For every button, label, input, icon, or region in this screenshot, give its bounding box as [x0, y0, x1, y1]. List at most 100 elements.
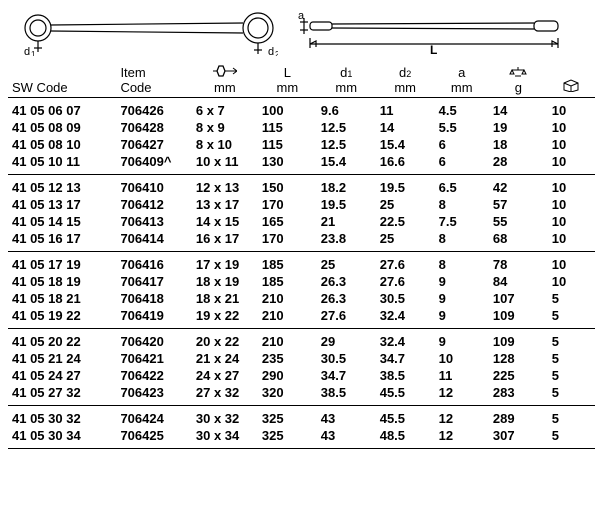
table-row: 41 05 19 2270641919 x 2221027.632.491095 — [8, 307, 595, 329]
table-row: 41 05 12 1370641012 x 1315018.219.56.542… — [8, 175, 595, 197]
table-row: 41 05 10 11706409^10 x 1113015.416.66281… — [8, 153, 595, 175]
col-item-code: ItemCode — [116, 62, 191, 98]
cell-g: 84 — [489, 273, 548, 290]
cell-sw: 41 05 10 11 — [8, 153, 116, 175]
wrench-side-view-icon: a L — [298, 8, 568, 56]
cell-size: 8 x 10 — [192, 136, 258, 153]
cell-a: 10 — [435, 350, 489, 367]
cell-box: 5 — [548, 384, 595, 406]
cell-g: 109 — [489, 329, 548, 351]
cell-box: 10 — [548, 153, 595, 175]
cell-item: 706421 — [116, 350, 191, 367]
cell-d1: 30.5 — [317, 350, 376, 367]
svg-text:2: 2 — [275, 50, 278, 56]
cell-d1: 23.8 — [317, 230, 376, 252]
table-row: 41 05 18 2170641818 x 2121026.330.591075 — [8, 290, 595, 307]
cell-d2: 11 — [376, 98, 435, 120]
cell-d2: 22.5 — [376, 213, 435, 230]
cell-d2: 48.5 — [376, 427, 435, 449]
cell-l: 210 — [258, 290, 317, 307]
col-l: Lmm — [258, 62, 317, 98]
cell-d1: 19.5 — [317, 196, 376, 213]
cell-g: 42 — [489, 175, 548, 197]
cell-sw: 41 05 21 24 — [8, 350, 116, 367]
cell-l: 165 — [258, 213, 317, 230]
cell-item: 706422 — [116, 367, 191, 384]
cell-l: 185 — [258, 273, 317, 290]
cell-item: 706427 — [116, 136, 191, 153]
cell-box: 10 — [548, 119, 595, 136]
cell-l: 115 — [258, 119, 317, 136]
cell-sw: 41 05 20 22 — [8, 329, 116, 351]
cell-sw: 41 05 16 17 — [8, 230, 116, 252]
cell-box: 5 — [548, 406, 595, 428]
cell-l: 210 — [258, 329, 317, 351]
cell-g: 19 — [489, 119, 548, 136]
cell-a: 8 — [435, 196, 489, 213]
cell-sw: 41 05 30 32 — [8, 406, 116, 428]
cell-size: 20 x 22 — [192, 329, 258, 351]
cell-d2: 45.5 — [376, 384, 435, 406]
cell-box: 10 — [548, 98, 595, 120]
cell-item: 706425 — [116, 427, 191, 449]
cell-a: 12 — [435, 427, 489, 449]
cell-box: 5 — [548, 290, 595, 307]
cell-sw: 41 05 06 07 — [8, 98, 116, 120]
cell-d2: 27.6 — [376, 273, 435, 290]
table-row: 41 05 24 2770642224 x 2729034.738.511225… — [8, 367, 595, 384]
table-row: 41 05 27 3270642327 x 3232038.545.512283… — [8, 384, 595, 406]
table-row: 41 05 30 3270642430 x 323254345.5122895 — [8, 406, 595, 428]
cell-d2: 38.5 — [376, 367, 435, 384]
cell-size: 10 x 11 — [192, 153, 258, 175]
cell-d1: 15.4 — [317, 153, 376, 175]
col-box — [548, 62, 595, 98]
cell-l: 325 — [258, 406, 317, 428]
cell-sw: 41 05 08 10 — [8, 136, 116, 153]
cell-box: 10 — [548, 136, 595, 153]
cell-d2: 34.7 — [376, 350, 435, 367]
cell-d2: 16.6 — [376, 153, 435, 175]
cell-box: 5 — [548, 329, 595, 351]
cell-size: 13 x 17 — [192, 196, 258, 213]
spec-table: SW Code ItemCode mm Lmm d1mm d2mm amm g … — [8, 62, 595, 449]
cell-size: 24 x 27 — [192, 367, 258, 384]
cell-item: 706420 — [116, 329, 191, 351]
cell-size: 12 x 13 — [192, 175, 258, 197]
cell-sw: 41 05 12 13 — [8, 175, 116, 197]
cell-d2: 32.4 — [376, 329, 435, 351]
cell-g: 283 — [489, 384, 548, 406]
cell-d1: 27.6 — [317, 307, 376, 329]
cell-sw: 41 05 27 32 — [8, 384, 116, 406]
cell-box: 5 — [548, 427, 595, 449]
cell-a: 8 — [435, 230, 489, 252]
cell-d2: 19.5 — [376, 175, 435, 197]
cell-g: 18 — [489, 136, 548, 153]
cell-l: 210 — [258, 307, 317, 329]
cell-sw: 41 05 24 27 — [8, 367, 116, 384]
cell-d2: 25 — [376, 196, 435, 213]
cell-g: 225 — [489, 367, 548, 384]
table-row: 41 05 13 1770641213 x 1717019.52585710 — [8, 196, 595, 213]
cell-d1: 26.3 — [317, 290, 376, 307]
cell-l: 290 — [258, 367, 317, 384]
cell-item: 706423 — [116, 384, 191, 406]
svg-text:1: 1 — [31, 50, 36, 56]
cell-d2: 14 — [376, 119, 435, 136]
col-weight: g — [489, 62, 548, 98]
cell-d1: 29 — [317, 329, 376, 351]
cell-d2: 15.4 — [376, 136, 435, 153]
cell-d1: 38.5 — [317, 384, 376, 406]
cell-a: 11 — [435, 367, 489, 384]
cell-a: 9 — [435, 307, 489, 329]
cell-d1: 26.3 — [317, 273, 376, 290]
cell-g: 307 — [489, 427, 548, 449]
cell-box: 10 — [548, 175, 595, 197]
cell-size: 18 x 19 — [192, 273, 258, 290]
cell-g: 55 — [489, 213, 548, 230]
cell-a: 8 — [435, 252, 489, 274]
cell-size: 30 x 32 — [192, 406, 258, 428]
cell-item: 706416 — [116, 252, 191, 274]
cell-box: 10 — [548, 196, 595, 213]
cell-box: 10 — [548, 252, 595, 274]
cell-box: 5 — [548, 350, 595, 367]
